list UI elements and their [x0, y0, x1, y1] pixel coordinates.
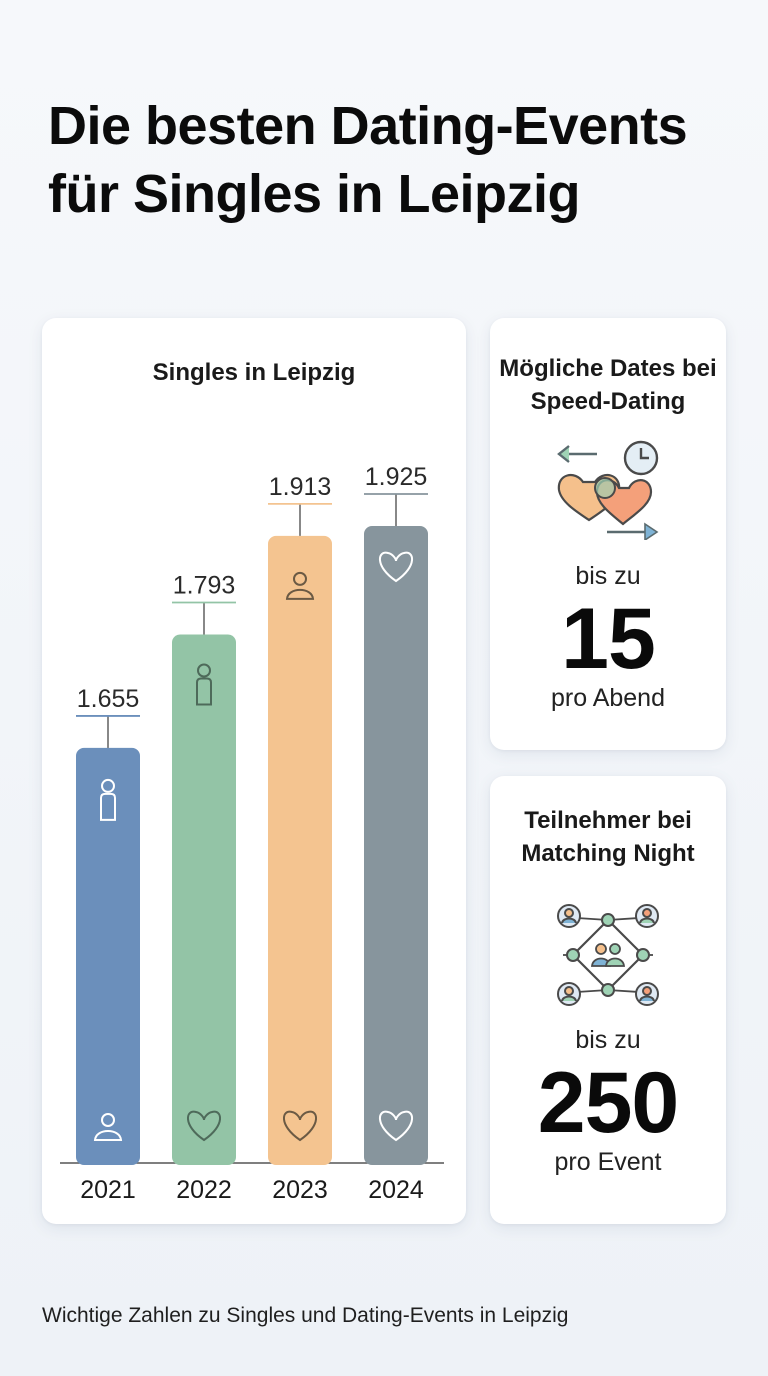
- people-network-icon: [557, 904, 659, 1006]
- person-icon: [285, 571, 315, 600]
- speed-dating-number: 15: [561, 591, 656, 687]
- matching-night-number: 250: [537, 1055, 680, 1151]
- heart-icon: [283, 1110, 317, 1142]
- matching-night-card: Teilnehmer bei Matching Night bis zu 250…: [490, 776, 726, 1224]
- heart-icon: [187, 1110, 221, 1142]
- value-label: 1.913: [269, 473, 332, 501]
- matching-night-prefix: bis zu: [575, 1026, 641, 1054]
- person-icon: [196, 663, 212, 706]
- bar-2024: [364, 526, 428, 1165]
- category-label: 2023: [272, 1176, 328, 1204]
- value-label: 1.655: [77, 685, 140, 713]
- speed-dating-card: Mögliche Dates bei Speed-Dating bis zu 1…: [490, 318, 726, 750]
- page-title: Die besten Dating-Events für Singles in …: [48, 96, 688, 224]
- heart-icon: [379, 1110, 413, 1142]
- category-label: 2024: [368, 1176, 424, 1204]
- speed-dating-title: Mögliche Dates bei Speed-Dating: [499, 355, 717, 415]
- bar-2023: [268, 535, 332, 1165]
- person-icon: [100, 778, 116, 821]
- chart-title: Singles in Leipzig: [153, 359, 356, 386]
- hearts-exchange-clock-icon: [557, 440, 659, 540]
- category-label: 2021: [80, 1176, 136, 1204]
- speed-dating-suffix: pro Abend: [551, 684, 665, 712]
- heart-icon: [379, 551, 413, 583]
- bar-2021: [76, 747, 140, 1165]
- value-label: 1.793: [173, 571, 236, 599]
- chart-card: Singles in Leipzig 1.655 2021 1.793 2022 1.…: [42, 318, 466, 1224]
- matching-night-suffix: pro Event: [554, 1148, 662, 1176]
- category-label: 2022: [176, 1176, 232, 1204]
- value-label: 1.925: [365, 463, 428, 491]
- bar-2022: [172, 634, 236, 1165]
- bar-chart: Singles in Leipzig 1.655 2021 1.793 2022 1.…: [60, 359, 444, 1204]
- speed-dating-prefix: bis zu: [575, 562, 641, 590]
- footer-note: Wichtige Zahlen zu Singles und Dating-Ev…: [42, 1304, 569, 1327]
- matching-night-title: Teilnehmer bei Matching Night: [521, 807, 695, 867]
- person-icon: [93, 1113, 123, 1141]
